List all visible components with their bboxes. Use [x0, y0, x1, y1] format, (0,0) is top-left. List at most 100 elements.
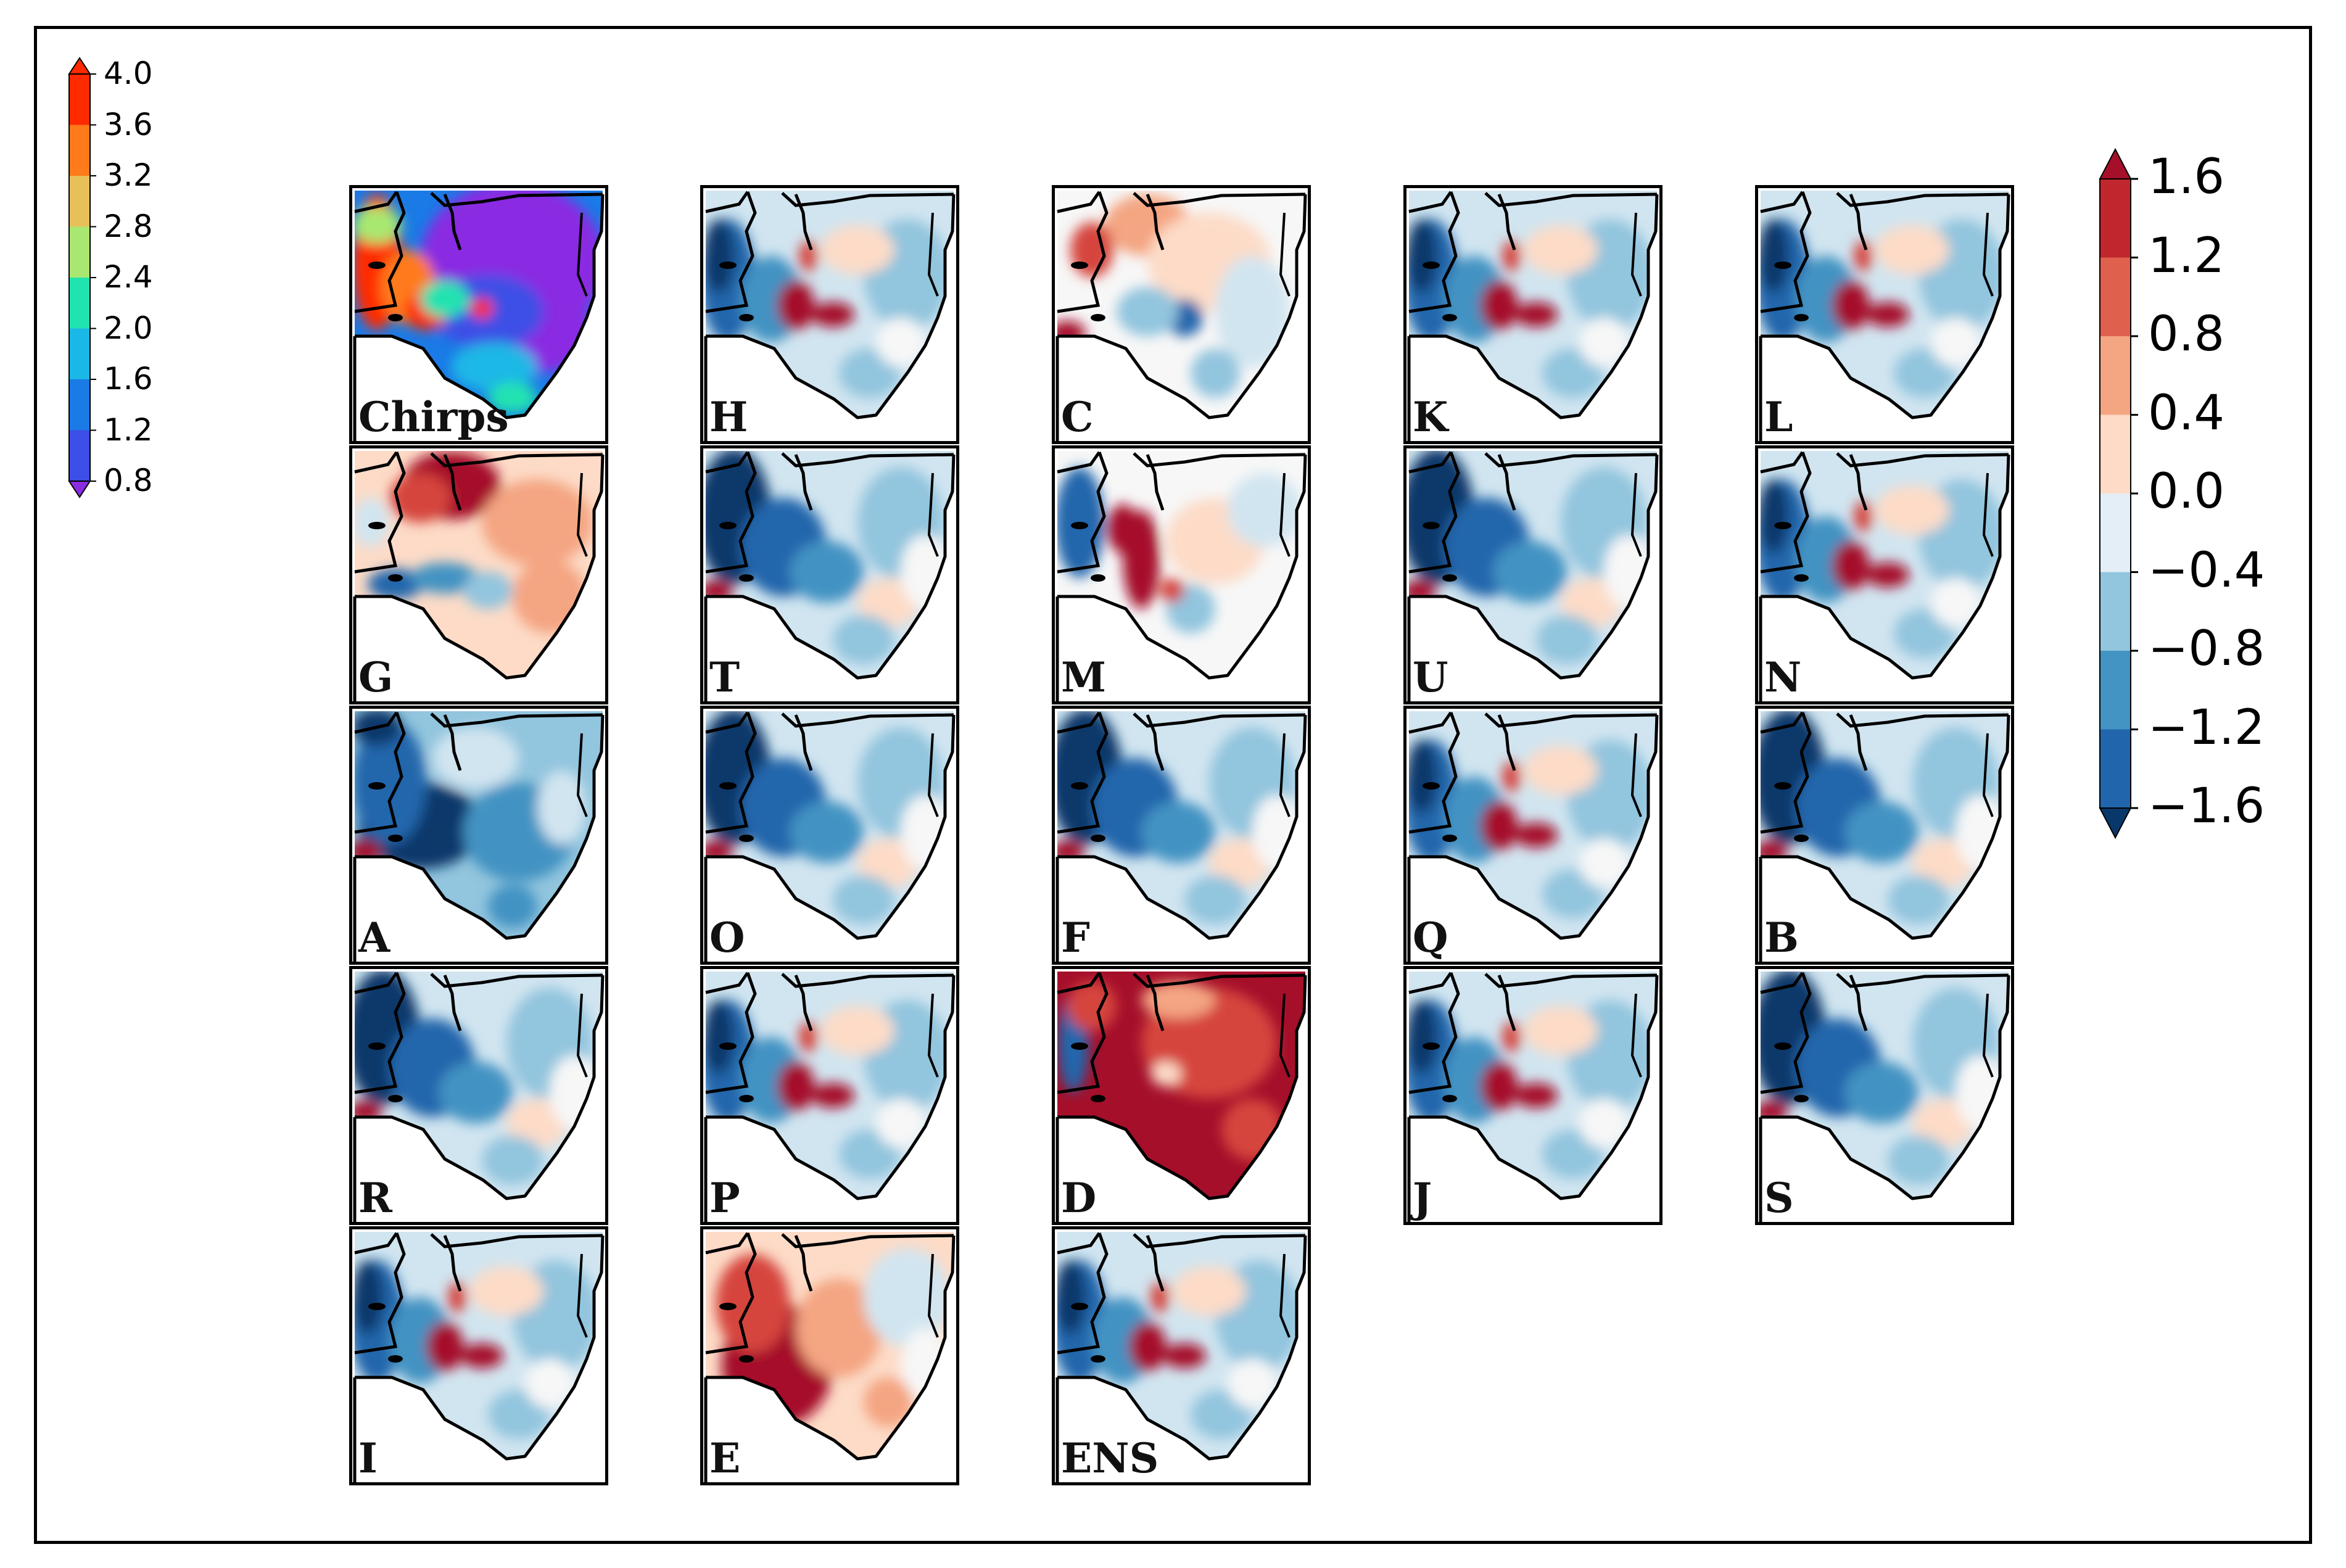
- map-plot: [704, 711, 956, 962]
- field-anomaly: [389, 473, 451, 522]
- coastline: [355, 975, 605, 1200]
- field-anomaly: [1875, 485, 1949, 535]
- border-north: [1133, 192, 1306, 207]
- panel-label: ENS: [1061, 1434, 1159, 1482]
- lake-marker: [1774, 522, 1791, 529]
- lake-marker: [1071, 1303, 1088, 1310]
- border-southwest: [704, 1376, 743, 1482]
- lake-turkana: [794, 714, 813, 771]
- field-anomaly: [451, 342, 537, 392]
- field-anomaly: [420, 281, 469, 318]
- coastline: [355, 714, 605, 940]
- panel-label: M: [1061, 653, 1107, 701]
- border-southwest: [704, 1115, 743, 1222]
- map-plot: [1055, 191, 1307, 441]
- border-north: [430, 452, 603, 468]
- border-north: [781, 973, 954, 988]
- border-southwest: [1055, 1376, 1094, 1482]
- lake-marker: [1794, 314, 1809, 321]
- field-anomaly: [1832, 541, 1869, 590]
- border-northwest: [1408, 972, 1453, 994]
- border-southwest: [353, 855, 392, 962]
- field-anomaly: [469, 1266, 543, 1316]
- field-anomaly: [777, 281, 814, 330]
- absolute-colorbar-tick-label: 2.8: [104, 208, 153, 244]
- lake-marker: [719, 262, 737, 269]
- field-anomaly: [1854, 241, 1872, 271]
- panel-label: O: [709, 914, 745, 962]
- map-panel-s: S: [1755, 966, 2014, 1225]
- bias-colorbar-tick-label: −1.2: [2148, 699, 2265, 756]
- field-anomaly: [426, 1322, 463, 1371]
- figure-border: [34, 26, 2312, 1544]
- lake-marker: [388, 574, 403, 582]
- border-east: [927, 1253, 939, 1338]
- lake-turkana: [1849, 194, 1868, 250]
- panel-label: T: [709, 653, 740, 701]
- border-east: [927, 733, 939, 817]
- border-east: [1279, 1253, 1291, 1338]
- border-east: [1630, 993, 1642, 1078]
- bias-colorbar-segment: [2100, 257, 2131, 336]
- field-anomaly: [1514, 1083, 1558, 1108]
- map-plot: [1759, 972, 2010, 1222]
- map-panel-i: I: [349, 1226, 608, 1485]
- lake-marker: [1774, 262, 1791, 269]
- coastline: [1057, 454, 1307, 680]
- absolute-colorbar-segment: [69, 328, 90, 379]
- coastline: [706, 194, 956, 419]
- lake-marker: [388, 1095, 403, 1102]
- field-anomaly: [1228, 1359, 1277, 1408]
- field-anomaly: [790, 541, 864, 603]
- field-anomaly: [1160, 578, 1184, 603]
- lake-marker: [719, 782, 737, 790]
- field-anomaly: [355, 1260, 383, 1334]
- field-anomaly: [1150, 1062, 1181, 1086]
- lake-marker: [1091, 835, 1105, 842]
- panel-label: Chirps: [358, 393, 509, 441]
- map-plot: [1407, 972, 1659, 1222]
- field-anomaly: [1888, 1136, 1949, 1185]
- absolute-colorbar-segment: [69, 379, 90, 431]
- field-anomaly: [1912, 838, 1974, 888]
- border-southwest: [1407, 595, 1446, 701]
- lake-marker: [719, 1303, 737, 1310]
- border-east: [1982, 472, 1994, 557]
- border-northwest: [705, 1232, 750, 1255]
- lake-turkana: [794, 1235, 813, 1292]
- border-lake: [354, 191, 406, 313]
- lake-turkana: [1146, 194, 1165, 250]
- field-anomaly: [1931, 318, 1980, 367]
- border-lake: [1057, 712, 1109, 834]
- field-anomaly: [1832, 281, 1869, 330]
- field-anomaly: [1409, 1000, 1437, 1074]
- field-anomaly: [1252, 795, 1302, 869]
- absolute-colorbar-segment: [69, 430, 90, 481]
- map-panel-o: O: [700, 706, 959, 965]
- bias-colorbar-segment: [2100, 729, 2131, 808]
- absolute-colorbar-tick-label: 3.6: [104, 106, 153, 142]
- lake-turkana: [1849, 975, 1868, 1031]
- lake-marker: [1423, 1042, 1440, 1050]
- border-lake: [1408, 712, 1460, 834]
- border-north: [1484, 452, 1658, 468]
- field-anomaly: [1502, 1021, 1521, 1052]
- border-north: [1484, 973, 1658, 988]
- field-anomaly: [833, 875, 894, 925]
- field-anomaly: [1163, 1343, 1206, 1368]
- coastline: [1057, 1235, 1307, 1461]
- bias-colorbar-segment: [2100, 572, 2131, 651]
- field-anomaly: [811, 302, 854, 327]
- field-anomaly: [799, 241, 817, 271]
- lake-turkana: [1849, 454, 1868, 511]
- panel-label: N: [1764, 653, 1802, 701]
- panel-label: B: [1764, 914, 1799, 962]
- absolute-colorbar-tick-label: 3.2: [104, 157, 153, 193]
- field-anomaly: [1956, 1055, 2005, 1129]
- field-anomaly: [1481, 1062, 1518, 1111]
- field-anomaly: [1761, 479, 1789, 553]
- field-anomaly: [1107, 504, 1138, 553]
- border-southwest: [704, 334, 743, 441]
- absolute-colorbar-segment: [69, 125, 90, 176]
- border-lake: [705, 712, 757, 834]
